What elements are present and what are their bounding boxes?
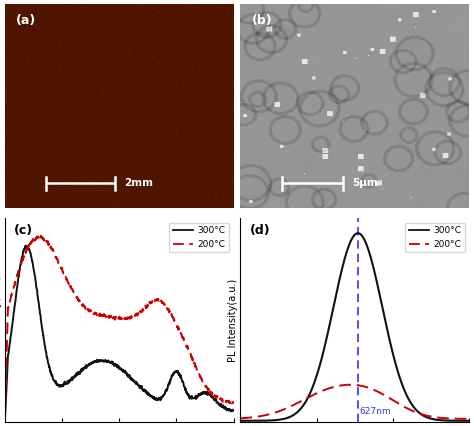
300°C bbox=[466, 418, 472, 423]
200°C bbox=[231, 400, 237, 405]
Y-axis label: Abs Intensity(a.u.): Abs Intensity(a.u.) bbox=[0, 275, 2, 365]
200°C bbox=[2, 419, 8, 424]
200°C bbox=[135, 311, 141, 316]
300°C bbox=[148, 393, 154, 398]
200°C bbox=[347, 382, 353, 387]
200°C bbox=[346, 382, 352, 387]
Text: (c): (c) bbox=[14, 224, 33, 237]
300°C bbox=[426, 415, 431, 420]
Text: (d): (d) bbox=[250, 224, 270, 237]
200°C bbox=[148, 300, 154, 305]
200°C bbox=[348, 382, 354, 387]
300°C bbox=[347, 239, 353, 244]
Text: 5μm: 5μm bbox=[353, 178, 378, 188]
200°C bbox=[466, 416, 472, 421]
Line: 300°C: 300°C bbox=[5, 246, 234, 421]
Line: 300°C: 300°C bbox=[240, 233, 469, 421]
200°C bbox=[141, 306, 147, 311]
300°C bbox=[461, 418, 467, 423]
200°C bbox=[461, 416, 467, 421]
Text: (a): (a) bbox=[16, 14, 36, 27]
300°C bbox=[141, 388, 147, 393]
300°C bbox=[135, 383, 141, 388]
Text: (b): (b) bbox=[252, 14, 273, 27]
200°C bbox=[38, 233, 44, 239]
Legend: 300°C, 200°C: 300°C, 200°C bbox=[170, 223, 229, 252]
300°C bbox=[346, 242, 352, 248]
300°C bbox=[199, 390, 205, 395]
Line: 200°C: 200°C bbox=[5, 236, 234, 422]
200°C bbox=[199, 378, 205, 383]
300°C bbox=[237, 418, 243, 423]
200°C bbox=[237, 416, 243, 421]
300°C bbox=[2, 419, 8, 424]
200°C bbox=[176, 325, 182, 330]
Line: 200°C: 200°C bbox=[240, 385, 469, 419]
Text: 2mm: 2mm bbox=[124, 178, 153, 188]
300°C bbox=[355, 230, 361, 236]
300°C bbox=[176, 372, 182, 377]
200°C bbox=[426, 414, 431, 419]
300°C bbox=[362, 238, 367, 243]
300°C bbox=[374, 280, 380, 285]
300°C bbox=[23, 243, 28, 248]
200°C bbox=[16, 268, 22, 273]
200°C bbox=[374, 389, 380, 394]
Legend: 300°C, 200°C: 300°C, 200°C bbox=[405, 223, 465, 252]
300°C bbox=[231, 408, 237, 413]
Y-axis label: PL Intensity(a.u.): PL Intensity(a.u.) bbox=[228, 278, 237, 362]
200°C bbox=[362, 384, 367, 389]
300°C bbox=[16, 274, 22, 279]
Text: 627nm: 627nm bbox=[359, 407, 391, 416]
